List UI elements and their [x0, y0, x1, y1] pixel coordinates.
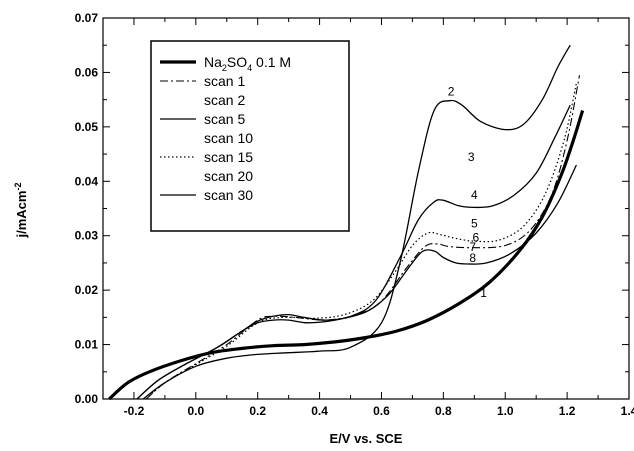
- y-tick-label: 0.01: [75, 338, 99, 352]
- legend-entry-label: scan 15: [204, 149, 253, 165]
- x-tick-label: -0.2: [124, 404, 145, 418]
- curve-number-label: 3: [468, 150, 475, 164]
- legend-entry-label: scan 2: [204, 92, 245, 108]
- curve-number-label: 7: [469, 240, 476, 254]
- legend-entry-label: scan 30: [204, 187, 253, 203]
- curve-number-label: 6: [472, 230, 479, 244]
- x-tick-label: 0.6: [373, 404, 390, 418]
- y-tick-label: 0.02: [75, 283, 99, 297]
- legend-entry-label-part: SO: [227, 54, 247, 70]
- x-tick-label: 0.8: [435, 404, 452, 418]
- series-line: [145, 75, 581, 400]
- legend-entry-label: scan 1: [204, 73, 245, 89]
- y-tick-label: 0.03: [75, 229, 99, 243]
- series-line: [136, 164, 577, 400]
- y-tick-label: 0.05: [75, 120, 99, 134]
- curve-number-label: 8: [469, 251, 476, 265]
- y-axis-label-main: j/mAcm: [14, 191, 29, 239]
- legend-entry-label: scan 20: [204, 168, 253, 184]
- x-tick-label: 1.2: [559, 404, 576, 418]
- curve-number-label: 1: [480, 286, 487, 300]
- x-tick-label: 0.0: [187, 404, 204, 418]
- legend-entry-label-part: 4: [247, 63, 252, 73]
- legend-entry-label-part: 0.1 M: [252, 54, 291, 70]
- x-tick-label: 1.0: [497, 404, 514, 418]
- data-series: [108, 44, 585, 401]
- y-tick-labels: 0.00 0.01 0.02 0.03 0.04 0.05 0.06 0.07: [75, 11, 99, 406]
- legend-entry-label-part: Na: [204, 54, 222, 70]
- x-tick-label: 0.2: [249, 404, 266, 418]
- axis-ticks: [103, 17, 630, 400]
- x-axis-label: E/V vs. SCE: [330, 431, 403, 446]
- curve-number-label: 2: [448, 84, 455, 98]
- y-axis-label-superscript: -2: [13, 183, 23, 191]
- curve-number-label: 4: [471, 188, 478, 202]
- legend-entry-label: scan 5: [204, 111, 245, 127]
- x-tick-label: 1.4: [621, 404, 634, 418]
- y-tick-label: 0.06: [75, 65, 99, 79]
- series-line: [142, 44, 571, 400]
- y-axis-label: j/mAcm-2: [13, 183, 29, 239]
- legend-entry-label: Na2SO4 0.1 M: [204, 54, 291, 73]
- legend-entry-label-part: 2: [222, 63, 227, 73]
- legend-box: [150, 40, 350, 232]
- y-tick-label: 0.07: [75, 11, 99, 25]
- series-line: [108, 110, 585, 401]
- y-tick-label: 0.04: [75, 174, 99, 188]
- curve-number-label: 5: [471, 217, 478, 231]
- y-tick-label: 0.00: [75, 392, 99, 406]
- x-tick-label: 0.4: [311, 404, 328, 418]
- x-tick-labels: -0.2 0.0 0.2 0.4 0.6 0.8 1.0 1.2 1.4: [124, 404, 634, 418]
- legend-entry-label: scan 10: [204, 130, 253, 146]
